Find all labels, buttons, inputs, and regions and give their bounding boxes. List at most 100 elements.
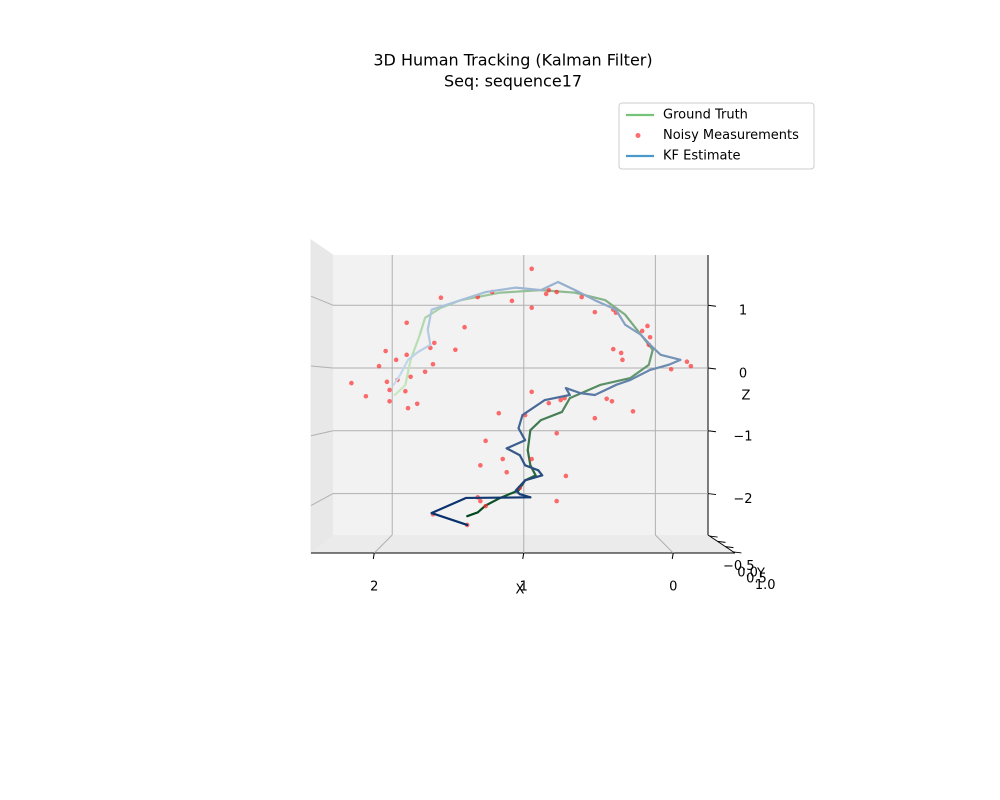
measurement-point bbox=[405, 405, 411, 411]
measurement-point bbox=[688, 363, 694, 369]
trajectory-segment bbox=[524, 474, 544, 482]
measurement-point bbox=[462, 324, 467, 330]
trajectory-segment bbox=[543, 393, 571, 402]
measurement-point bbox=[630, 409, 636, 414]
trajectory-segment bbox=[579, 392, 596, 397]
trajectory-segment bbox=[539, 280, 560, 292]
chart-title: 3D Human Tracking (Kalman Filter) bbox=[373, 51, 652, 70]
trajectory-segment bbox=[604, 299, 627, 316]
z-tick-label: 1 bbox=[739, 304, 747, 319]
trajectory-segment bbox=[521, 398, 546, 417]
floor-pane bbox=[311, 535, 735, 553]
measurement-point bbox=[509, 298, 515, 304]
trajectory-segment bbox=[417, 343, 432, 353]
trajectory-segment bbox=[629, 368, 652, 382]
trajectory-segment bbox=[526, 449, 532, 467]
trajectory-segment bbox=[568, 383, 602, 400]
trajectory-segment bbox=[418, 316, 427, 336]
trajectory-segment bbox=[404, 358, 412, 387]
trajectory-segment bbox=[430, 496, 467, 515]
trajectory-segment bbox=[639, 333, 652, 346]
trajectory-segment bbox=[464, 496, 532, 500]
trajectory-segment bbox=[426, 308, 433, 331]
trajectory-segment bbox=[430, 511, 469, 527]
measurement-point bbox=[592, 309, 598, 315]
trajectory-segment bbox=[399, 358, 410, 377]
measurement-point bbox=[393, 357, 399, 363]
trajectory-segment bbox=[599, 376, 632, 387]
plot-area bbox=[310, 255, 708, 554]
grid-line bbox=[310, 365, 334, 369]
trajectory-segment bbox=[667, 358, 682, 366]
trajectory-segment bbox=[505, 447, 521, 457]
measurement-point bbox=[546, 287, 552, 293]
legend-label: Ground Truth bbox=[663, 108, 748, 123]
measurement-point bbox=[384, 379, 390, 385]
trajectory-segment bbox=[406, 350, 420, 361]
grid-line bbox=[310, 493, 334, 507]
trajectory-segment bbox=[624, 323, 642, 336]
z-tick bbox=[707, 304, 717, 307]
y-tick-label: 0.5 bbox=[746, 572, 767, 587]
grid-line bbox=[373, 534, 393, 554]
z-tick bbox=[707, 430, 717, 433]
measurement-point bbox=[529, 456, 534, 462]
measurement-point bbox=[387, 398, 392, 404]
measurement-point bbox=[645, 323, 650, 329]
trajectory-segment bbox=[624, 313, 642, 336]
legend-label: KF Estimate bbox=[663, 149, 741, 164]
measurement-point bbox=[376, 363, 382, 369]
trajectory-segment bbox=[526, 429, 532, 452]
legend-marker bbox=[635, 133, 641, 138]
measurement-point bbox=[387, 387, 392, 393]
measurement-point bbox=[504, 469, 509, 475]
trajectory-segment bbox=[514, 479, 527, 492]
measurement-point bbox=[546, 400, 552, 406]
trajectory-segment bbox=[518, 454, 527, 467]
z-axis-label: Z bbox=[742, 389, 751, 404]
trajectory-segment bbox=[518, 493, 532, 499]
measurement-point bbox=[554, 430, 559, 436]
measurement-point bbox=[529, 305, 534, 311]
measurement-point bbox=[422, 369, 428, 375]
measurement-point bbox=[349, 380, 354, 386]
trajectory-segment bbox=[517, 427, 527, 442]
measurement-point bbox=[403, 388, 408, 394]
trajectory-segment bbox=[514, 286, 542, 292]
trajectory-segment bbox=[393, 383, 407, 397]
measurement-point bbox=[610, 346, 616, 352]
legend-label: Noisy Measurements bbox=[663, 128, 799, 143]
trajectory-segment bbox=[392, 373, 402, 387]
trajectory-segment bbox=[529, 419, 542, 432]
measurement-point bbox=[604, 396, 609, 402]
trajectory-segment bbox=[560, 397, 571, 414]
measurement-point bbox=[496, 410, 502, 416]
trajectory-segment bbox=[505, 439, 527, 450]
trajectory-segment bbox=[659, 353, 682, 361]
trajectory-segment bbox=[424, 306, 442, 319]
measurement-point bbox=[609, 398, 615, 404]
measurement-point bbox=[500, 456, 506, 462]
y-tick bbox=[709, 535, 718, 538]
trajectory-segment bbox=[649, 363, 670, 371]
grid-line bbox=[310, 430, 334, 437]
measurement-point bbox=[453, 347, 458, 353]
trajectory-segment bbox=[484, 286, 517, 294]
trajectory-segment bbox=[593, 299, 617, 311]
y-tick-label: 0.0 bbox=[737, 565, 758, 580]
z-tick bbox=[707, 367, 717, 370]
y-tick-label: −0.5 bbox=[723, 559, 755, 574]
grid-line bbox=[655, 534, 674, 554]
measurement-point bbox=[432, 340, 437, 346]
measurement-point bbox=[478, 498, 483, 504]
measurement-point bbox=[684, 359, 690, 365]
trajectory-segment bbox=[539, 410, 564, 422]
measurement-point bbox=[529, 389, 534, 395]
x-tick-label: 2 bbox=[370, 580, 378, 595]
trajectory-segment bbox=[614, 378, 632, 387]
measurement-point bbox=[558, 397, 563, 403]
y-tick bbox=[733, 551, 742, 554]
y-tick bbox=[725, 546, 734, 549]
x-tick bbox=[372, 552, 375, 560]
